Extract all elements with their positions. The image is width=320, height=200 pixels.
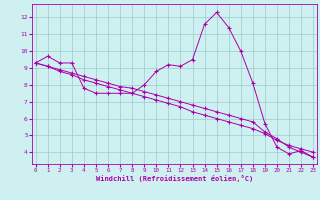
X-axis label: Windchill (Refroidissement éolien,°C): Windchill (Refroidissement éolien,°C): [96, 175, 253, 182]
